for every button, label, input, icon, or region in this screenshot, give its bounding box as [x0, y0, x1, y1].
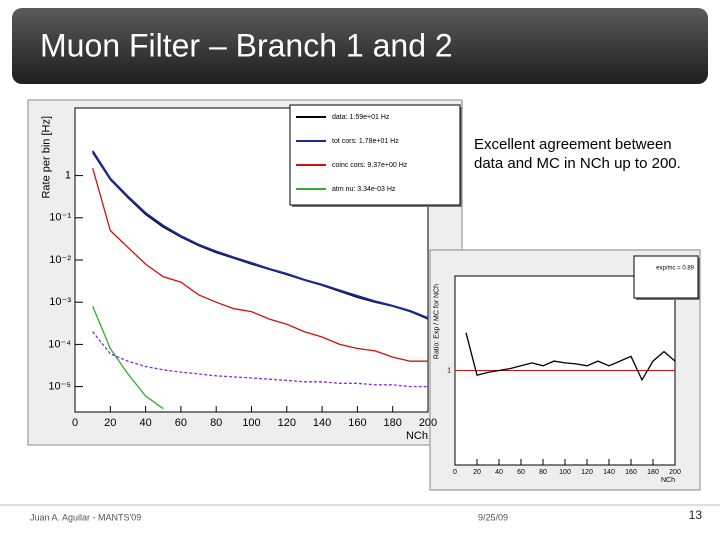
legend-label: coinc cors: 9.37e+00 Hz — [332, 162, 408, 169]
series-line — [92, 331, 428, 388]
series-line — [465, 332, 676, 382]
legend-box — [633, 255, 699, 299]
legend-label: exp/mc = 0.89 — [656, 266, 695, 272]
y-tick-label: 1 — [65, 170, 71, 182]
footer-date: 9/25/09 — [478, 512, 508, 522]
x-tick-label: 140 — [313, 417, 331, 429]
y-tick-label: 10⁻¹ — [49, 212, 71, 224]
description: Excellent agreement between data and MC … — [474, 136, 681, 172]
y-tick-label: 1 — [447, 367, 451, 374]
x-tick-label: 200 — [669, 469, 681, 476]
x-tick-label: 120 — [581, 469, 593, 476]
series-line — [92, 306, 164, 410]
x-tick-label: 180 — [384, 417, 402, 429]
y-tick-label: 10⁻⁴ — [48, 338, 71, 350]
x-tick-label: 80 — [539, 469, 547, 476]
x-tick-label: 160 — [348, 417, 366, 429]
series-line — [92, 168, 428, 362]
y-tick-label: 10⁻³ — [49, 296, 71, 308]
legend-label: data: 1.59e+01 Hz — [332, 114, 390, 121]
y-tick-label: 10⁻⁵ — [48, 381, 71, 393]
text-box: Excellent agreement between data and MC … — [474, 136, 681, 172]
legend-label: atm nu: 3.34e-03 Hz — [332, 186, 396, 193]
x-tick-label: 40 — [495, 469, 503, 476]
y-axis-label: Ratio: Exp / MC for NCh — [434, 284, 441, 359]
x-tick-label: 20 — [104, 417, 116, 429]
series-line — [91, 150, 429, 320]
x-axis-label: NCh — [406, 430, 428, 442]
x-tick-label: 120 — [278, 417, 296, 429]
slide-title: Muon Filter – Branch 1 and 2 — [40, 27, 453, 63]
y-axis-label: Rate per bin [Hz] — [40, 116, 52, 199]
x-tick-label: 40 — [139, 417, 151, 429]
page-number: 13 — [689, 508, 703, 522]
x-tick-label: 100 — [242, 417, 260, 429]
x-tick-label: 140 — [603, 469, 615, 476]
x-tick-label: 20 — [473, 469, 481, 476]
footer-left: Juan A. Aguilar - MANTS'09 — [30, 512, 141, 522]
x-tick-label: 60 — [517, 469, 525, 476]
y-tick-label: 10⁻² — [49, 254, 71, 266]
x-tick-label: 0 — [453, 469, 457, 476]
x-tick-label: 0 — [72, 417, 78, 429]
x-tick-label: 100 — [559, 469, 571, 476]
x-tick-label: 180 — [647, 469, 659, 476]
x-tick-label: 200 — [419, 417, 437, 429]
x-tick-label: 160 — [625, 469, 637, 476]
x-axis-label: NCh — [661, 477, 675, 484]
title-bar — [12, 8, 708, 84]
x-tick-label: 80 — [210, 417, 222, 429]
x-tick-label: 60 — [175, 417, 187, 429]
legend-label: tot cors: 1.78e+01 Hz — [332, 138, 399, 145]
